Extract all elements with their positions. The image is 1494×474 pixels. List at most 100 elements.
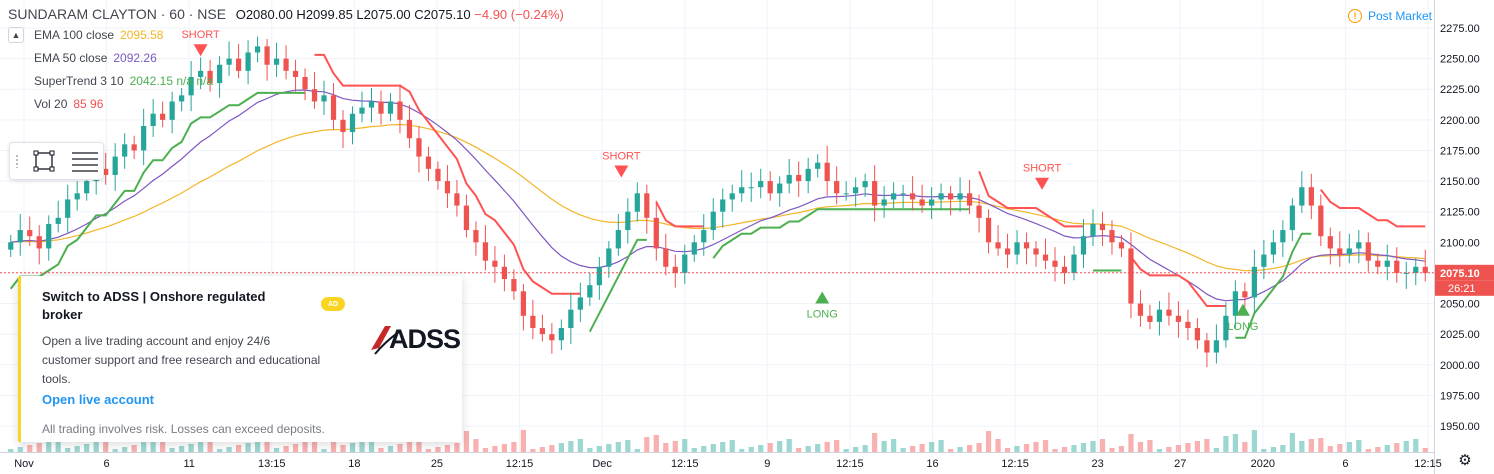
volume-bar <box>435 447 441 452</box>
volume-bar <box>349 443 356 452</box>
indicator-label: EMA 50 close <box>34 51 108 65</box>
volume-bar <box>1213 448 1220 452</box>
volume-bar <box>330 437 337 452</box>
candle-body <box>302 76 308 90</box>
volume-bar <box>311 440 318 452</box>
supertrend-line <box>655 201 704 228</box>
short-signal-arrow <box>193 44 208 57</box>
drawing-toolbar[interactable] <box>9 142 104 180</box>
time-tick-label: 25 <box>431 458 443 470</box>
countdown-label: 26:21 <box>1448 283 1476 295</box>
volume-bar <box>710 444 716 452</box>
candle-body <box>46 223 52 249</box>
price-tick-label: 2050.00 <box>1440 299 1480 311</box>
volume-bar <box>900 448 906 452</box>
volume-bar <box>378 448 384 452</box>
gear-icon[interactable]: ⚙ <box>1458 452 1472 469</box>
volume-bar <box>321 449 327 452</box>
open-live-account-link[interactable]: Open live account <box>42 392 154 407</box>
change-value: −4.90 (−0.24%) <box>474 7 564 22</box>
indicator-label: Vol 20 <box>34 97 68 111</box>
volume-bar <box>302 442 308 452</box>
volume-bar <box>207 440 213 452</box>
volume-bar <box>198 442 204 452</box>
candle-body <box>900 193 906 195</box>
volume-bar <box>1147 440 1153 452</box>
drag-handle-icon[interactable] <box>15 154 19 168</box>
volume-bar <box>1270 447 1276 452</box>
volume-bar <box>615 442 621 452</box>
candle-body <box>1052 260 1058 267</box>
rectangle-tool-icon[interactable] <box>32 149 56 173</box>
collapse-legend-icon[interactable]: ▲ <box>8 27 24 43</box>
indicator-row-volume[interactable]: Vol 20 85 96 <box>8 94 564 114</box>
price-axis[interactable]: 2275.00 2250.00 2225.00 2200.00 2175.00 2150.… <box>1434 0 1494 474</box>
volume-bar <box>216 449 223 452</box>
market-status[interactable]: ! Post Market <box>1347 9 1432 23</box>
price-tick-label: 2250.00 <box>1440 54 1480 66</box>
candle-body <box>985 217 992 243</box>
volume-bar <box>122 447 128 452</box>
volume-bar <box>1413 439 1419 452</box>
candle-body <box>1375 260 1381 267</box>
volume-bar <box>74 446 80 452</box>
indicator-row-supertrend[interactable]: SuperTrend 3 10 2042.15 n/a n/a <box>8 71 564 91</box>
volume-bar <box>1242 442 1248 452</box>
candle-body <box>577 297 583 310</box>
candle-body <box>36 236 42 249</box>
candle-body <box>796 174 802 182</box>
indicator-row-ema50[interactable]: EMA 50 close 2092.26 <box>8 48 564 68</box>
candle-body <box>663 248 669 267</box>
volume-bar <box>150 441 156 452</box>
candle-body <box>188 76 194 96</box>
candle-body <box>1137 303 1144 316</box>
volume-bar <box>425 449 432 452</box>
candle-body <box>530 315 536 329</box>
volume-bar <box>141 433 147 452</box>
volume-bar <box>1232 434 1238 452</box>
symbol-title[interactable]: SUNDARAM CLAYTON · 60 · NSE <box>8 6 227 22</box>
supertrend-line <box>1130 256 1226 307</box>
volume-bar <box>1004 448 1011 452</box>
ad-title: Switch to ADSS | Onshore regulated broke… <box>42 289 266 322</box>
candle-body <box>55 217 61 224</box>
ad-panel[interactable]: Switch to ADSS | Onshore regulated broke… <box>18 276 462 442</box>
volume-bar <box>928 442 935 452</box>
time-tick-label: 16 <box>926 458 938 470</box>
supertrend-line <box>314 53 581 295</box>
volume-bar <box>103 440 109 452</box>
volume-bar <box>995 439 1001 452</box>
time-axis[interactable]: Nov 6 11 13:15 18 25 12:15 Dec 12:15 9 12:15 16 12:1… <box>0 452 1442 471</box>
volume-bar <box>454 443 460 452</box>
candle-body <box>435 168 441 182</box>
volume-bar <box>1346 442 1352 452</box>
volume-bar <box>672 441 678 452</box>
volume-bar <box>834 440 840 452</box>
candle-body <box>321 95 327 102</box>
volume-bar <box>55 439 61 452</box>
supertrend-line <box>1320 188 1426 228</box>
volume-bar <box>720 442 726 452</box>
indicator-row-ema100[interactable]: ▲ EMA 100 close 2095.58 <box>8 25 564 45</box>
indicator-value: 2092.26 <box>113 51 157 65</box>
candle-body <box>264 46 270 65</box>
candle-body <box>1422 266 1428 273</box>
candle-body <box>141 125 147 151</box>
volume-bar <box>739 449 745 452</box>
price-tick-label: 2125.00 <box>1440 207 1480 219</box>
volume-bar <box>8 449 14 452</box>
volume-bar <box>131 445 137 452</box>
candle-body <box>881 199 887 206</box>
volume-bar <box>815 444 821 452</box>
fib-levels-tool-icon[interactable] <box>70 149 100 173</box>
candle-body <box>1166 309 1172 316</box>
volume-bar <box>65 448 71 452</box>
volume-bar <box>1251 430 1257 452</box>
volume-bar <box>473 439 479 452</box>
candle-body <box>311 89 318 102</box>
volume-bar <box>919 444 925 452</box>
volume-bar <box>112 449 118 452</box>
volume-bar <box>853 447 859 452</box>
indicator-value: 2042.15 n/a n/a <box>129 74 214 88</box>
volume-bar <box>644 437 650 452</box>
